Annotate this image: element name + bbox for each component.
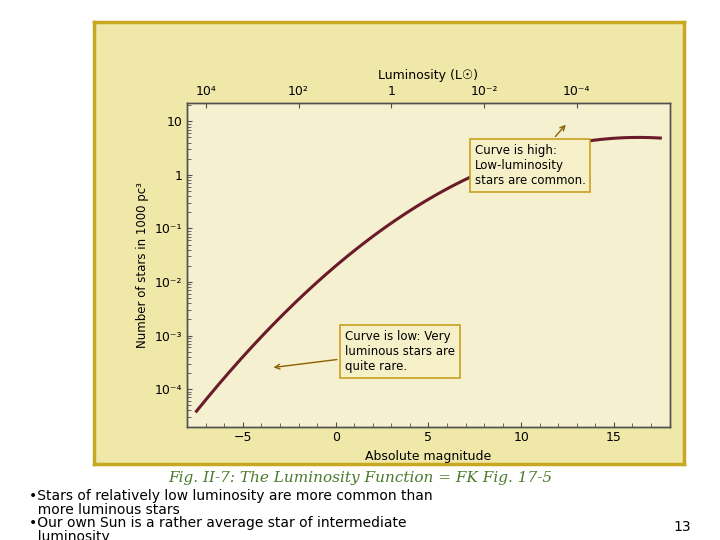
- Text: •Stars of relatively low luminosity are more common than: •Stars of relatively low luminosity are …: [29, 489, 433, 503]
- Text: 13: 13: [674, 519, 691, 534]
- Text: Curve is high:
Low-luminosity
stars are common.: Curve is high: Low-luminosity stars are …: [474, 126, 585, 187]
- X-axis label: Luminosity (L☉): Luminosity (L☉): [379, 69, 478, 82]
- Text: Fig. II-7: The Luminosity Function = FK Fig. 17-5: Fig. II-7: The Luminosity Function = FK …: [168, 471, 552, 485]
- Y-axis label: Number of stars in 1000 pc³: Number of stars in 1000 pc³: [136, 181, 149, 348]
- Text: •Our own Sun is a rather average star of intermediate: •Our own Sun is a rather average star of…: [29, 516, 406, 530]
- Text: more luminous stars: more luminous stars: [29, 503, 179, 517]
- Text: Curve is low: Very
luminous stars are
quite rare.: Curve is low: Very luminous stars are qu…: [275, 330, 455, 373]
- X-axis label: Absolute magnitude: Absolute magnitude: [365, 450, 492, 463]
- Text: luminosity: luminosity: [29, 530, 109, 540]
